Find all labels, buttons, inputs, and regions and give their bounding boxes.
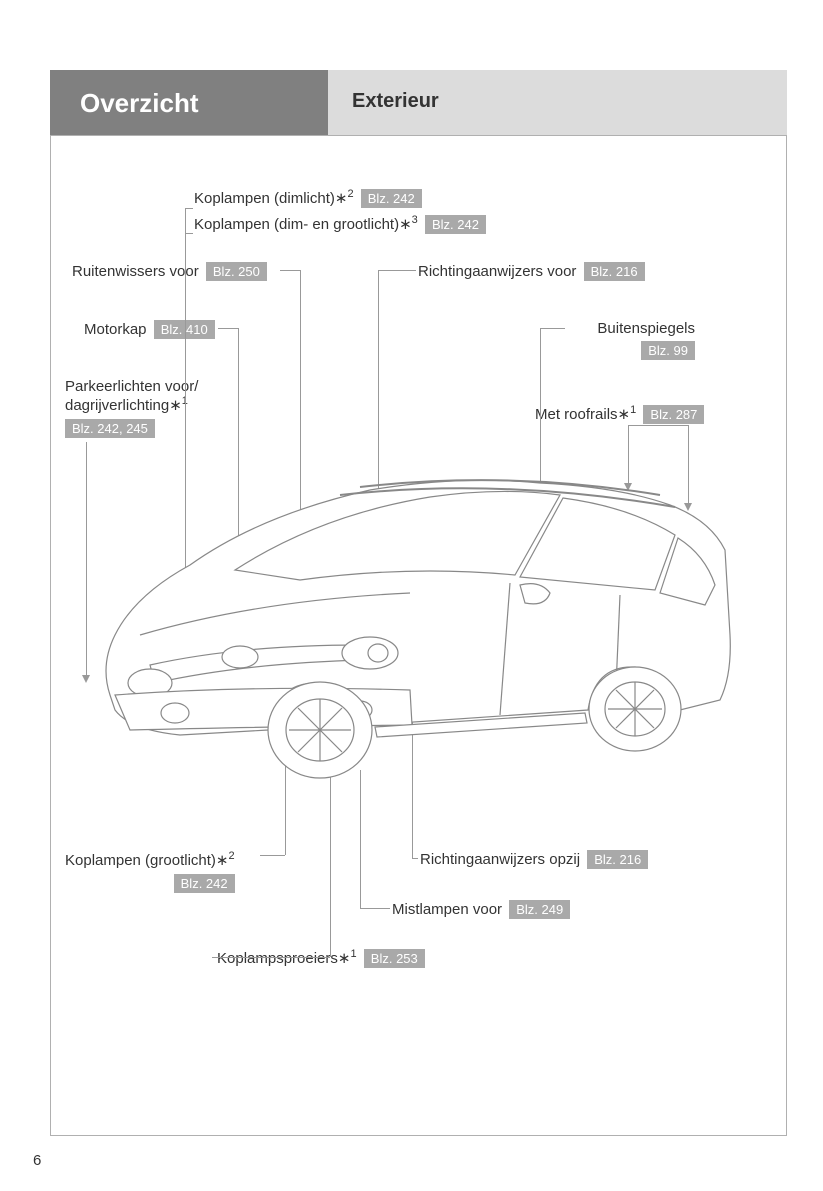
label-buitenspiegels: Buitenspiegels Blz. 99	[565, 320, 695, 360]
label-mistlampen: Mistlampen voor Blz. 249	[392, 900, 570, 919]
header-row: Overzicht Exterieur	[50, 70, 787, 135]
page-ref: Blz. 287	[643, 405, 704, 424]
page-ref: Blz. 99	[641, 341, 695, 360]
section-title: Exterieur	[328, 70, 787, 135]
page-ref: Blz. 249	[509, 900, 570, 919]
car-illustration	[60, 435, 760, 815]
label-koplampen-dimgroot: Koplampen (dim- en grootlicht)∗3 Blz. 24…	[194, 214, 486, 234]
page-ref: Blz. 253	[364, 949, 425, 968]
label-koplampen-dimlicht: Koplampen (dimlicht)∗2 Blz. 242	[194, 188, 422, 208]
label-richtingaanwijzers-voor: Richtingaanwijzers voor Blz. 216	[418, 262, 645, 281]
label-koplampsproeiers: Koplampsproeiers∗1 Blz. 253	[217, 948, 425, 968]
page-ref: Blz. 216	[584, 262, 645, 281]
page-ref: Blz. 250	[206, 262, 267, 281]
chapter-title: Overzicht	[50, 70, 328, 135]
label-ruitenwissers: Ruitenwissers voor Blz. 250	[72, 262, 267, 281]
page-ref: Blz. 216	[587, 850, 648, 869]
label-motorkap: Motorkap Blz. 410	[84, 320, 215, 339]
label-richtingaanwijzers-opzij: Richtingaanwijzers opzij Blz. 216	[420, 850, 648, 869]
label-roofrails: Met roofrails∗1 Blz. 287	[535, 404, 704, 424]
page-ref: Blz. 242	[425, 215, 486, 234]
page-number: 6	[33, 1152, 41, 1169]
label-parkeerlichten: Parkeerlichten voor/ dagrijverlichting∗1…	[65, 378, 198, 438]
page-ref: Blz. 242	[174, 874, 235, 893]
label-koplampen-grootlicht: Koplampen (grootlicht)∗2 Blz. 242	[65, 850, 235, 893]
page-ref: Blz. 242	[361, 189, 422, 208]
